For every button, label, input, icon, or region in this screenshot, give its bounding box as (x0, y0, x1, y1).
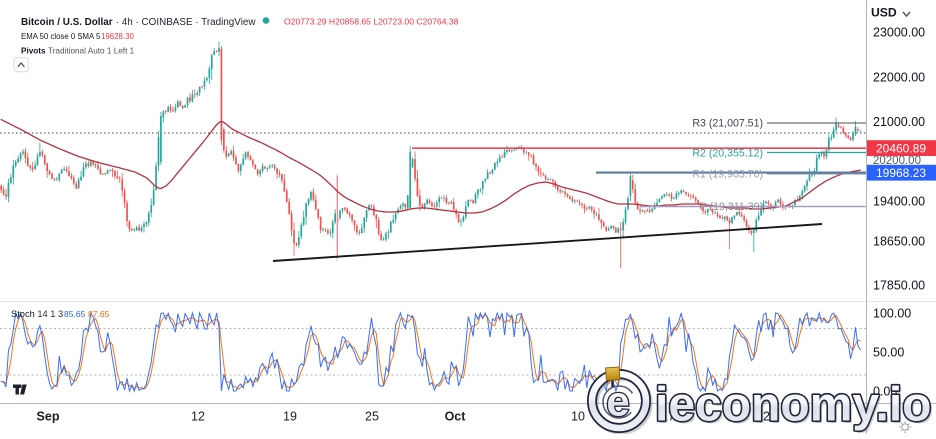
svg-text:12: 12 (191, 410, 205, 424)
svg-text:10: 10 (571, 410, 585, 424)
svg-text:18650.00: 18650.00 (873, 234, 925, 248)
svg-text:25: 25 (365, 410, 379, 424)
svg-text:R1 (19,963.70): R1 (19,963.70) (692, 169, 763, 181)
svg-text:23000.00: 23000.00 (873, 25, 925, 39)
svg-text:Oct: Oct (445, 410, 467, 424)
svg-text:ieconomy.io: ieconomy.io (657, 381, 934, 434)
svg-text:Bitcoin / U.S. Dollar: Bitcoin / U.S. Dollar (21, 17, 113, 28)
svg-text:17: 17 (661, 410, 675, 424)
svg-text:19: 19 (283, 410, 297, 424)
svg-text:P (19,311.39): P (19,311.39) (700, 201, 763, 213)
svg-text:ieconomy.io: ieconomy.io (655, 379, 932, 432)
svg-text:Traditional Auto 1 Left 1: Traditional Auto 1 Left 1 (48, 46, 135, 55)
svg-text:17850.00: 17850.00 (873, 278, 925, 292)
svg-text:24: 24 (763, 410, 777, 424)
svg-text:19400.00: 19400.00 (873, 194, 925, 208)
svg-text:22000.00: 22000.00 (873, 70, 925, 84)
svg-text:87.65: 87.65 (88, 309, 110, 319)
svg-text:USD: USD (871, 6, 897, 20)
svg-text:85.65: 85.65 (64, 309, 86, 319)
svg-text:Sep: Sep (37, 410, 60, 424)
svg-text:R3 (21,007.51): R3 (21,007.51) (692, 118, 763, 130)
svg-text:19968.23: 19968.23 (876, 166, 926, 180)
svg-text:Stoch 14 1 3: Stoch 14 1 3 (11, 309, 63, 319)
svg-text:0.00: 0.00 (873, 384, 897, 398)
svg-text:19628.30: 19628.30 (101, 32, 135, 41)
svg-text:EMA 50 close 0 SMA 5: EMA 50 close 0 SMA 5 (21, 32, 101, 41)
svg-text:20200.00: 20200.00 (873, 155, 921, 167)
svg-text:50.00: 50.00 (873, 345, 904, 359)
svg-text:21000.00: 21000.00 (873, 115, 925, 129)
svg-text:O20773.29 H20858.65 L20723.00: O20773.29 H20858.65 L20723.00 C20764.38 (284, 17, 459, 27)
svg-text:Pivots: Pivots (21, 46, 46, 55)
svg-text:e: e (606, 378, 629, 425)
svg-text:· 4h · COINBASE · TradingView: · 4h · COINBASE · TradingView (113, 17, 256, 28)
svg-text:20460.89: 20460.89 (876, 141, 926, 155)
svg-text:R2 (20,355.12): R2 (20,355.12) (692, 148, 763, 160)
svg-text:100.00: 100.00 (873, 306, 911, 320)
